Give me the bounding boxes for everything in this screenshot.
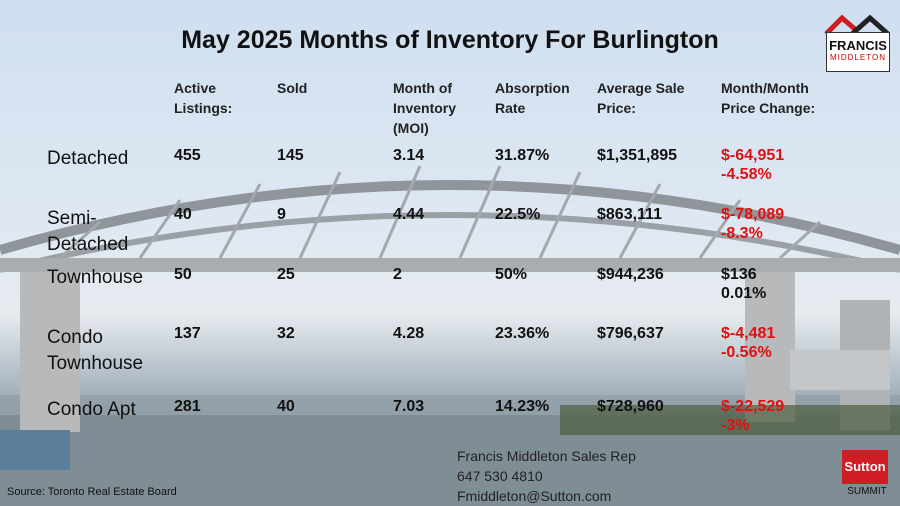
sutton-brand: Sutton: [842, 450, 888, 484]
logo-name: FRANCIS: [829, 38, 887, 53]
source-note: Source: Toronto Real Estate Board: [7, 486, 177, 498]
logo-box: FRANCIS MIDDLETON: [826, 32, 890, 72]
table-cell: $863,111: [597, 206, 662, 223]
row-label-semi-detached: Semi- Detached: [47, 208, 129, 255]
table-cell: 4.44: [393, 206, 425, 223]
price-change-cell: $-64,951 -4.58%: [721, 147, 785, 183]
sutton-sub: SUMMIT: [847, 486, 887, 497]
header-average-sale-price: Average Sale Price:: [597, 80, 685, 116]
row-label-condo-townhouse: Condo Townhouse: [47, 327, 144, 374]
house-roof-icon: [824, 14, 890, 36]
header-price-change: Month/Month Price Change:: [721, 80, 816, 116]
header-moi: Month of Inventory (MOI): [393, 80, 457, 136]
table-cell: 9: [277, 206, 286, 223]
table-cell: 14.23%: [495, 398, 550, 415]
price-change-cell: $-4,481 -0.56%: [721, 325, 776, 361]
header-active-listings: Active Listings:: [174, 80, 233, 116]
row-label-condo-apt: Condo Apt: [47, 399, 136, 420]
table-cell: $728,960: [597, 398, 664, 415]
price-change-cell: $-22,529 -3%: [721, 398, 785, 434]
contact-email: Fmiddleton@Sutton.com: [457, 488, 612, 504]
table-cell: 3.14: [393, 147, 425, 164]
table-cell: 23.36%: [495, 325, 550, 342]
table-cell: 50%: [495, 266, 528, 283]
table-cell: 2: [393, 266, 402, 283]
contact-name: Francis Middleton Sales Rep: [457, 448, 636, 464]
table-cell: 40: [277, 398, 295, 415]
table-cell: $1,351,895: [597, 147, 678, 164]
table-cell: $944,236: [597, 266, 664, 283]
table-cell: 455: [174, 147, 201, 164]
table-cell: 50: [174, 266, 192, 283]
row-label-townhouse: Townhouse: [47, 267, 144, 288]
table-cell: 40: [174, 206, 192, 223]
header-sold: Sold: [277, 80, 308, 96]
table-cell: 22.5%: [495, 206, 541, 223]
header-absorption-rate: Absorption Rate: [495, 80, 570, 116]
table-cell: 4.28: [393, 325, 425, 342]
table-cell: 31.87%: [495, 147, 550, 164]
logo-surname: MIDDLETON: [830, 53, 886, 62]
table-cell: 145: [277, 147, 304, 164]
row-label-detached: Detached: [47, 148, 129, 169]
price-change-cell: $136 0.01%: [721, 266, 767, 302]
table-cell: 137: [174, 325, 201, 342]
table-cell: 7.03: [393, 398, 425, 415]
table-cell: 32: [277, 325, 295, 342]
contact-phone: 647 530 4810: [457, 468, 543, 484]
table-cell: 25: [277, 266, 295, 283]
page-title: May 2025 Months of Inventory For Burling…: [181, 26, 719, 54]
price-change-cell: $-78,089 -8.3%: [721, 206, 785, 242]
contact-block: Francis Middleton Sales Rep 647 530 4810…: [457, 446, 636, 506]
table-cell: $796,637: [597, 325, 664, 342]
table-cell: 281: [174, 398, 201, 415]
sutton-logo: Sutton SUMMIT: [838, 450, 896, 502]
francis-middleton-logo: FRANCIS MIDDLETON: [822, 14, 892, 72]
